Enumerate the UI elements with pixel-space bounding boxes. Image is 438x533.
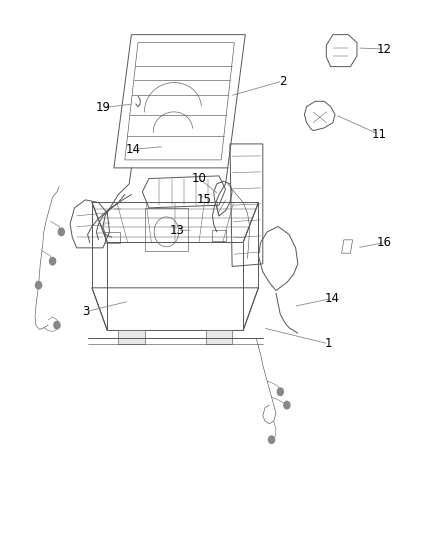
Text: 14: 14 — [325, 292, 339, 305]
Text: 16: 16 — [377, 236, 392, 249]
Circle shape — [277, 388, 283, 395]
Text: 2: 2 — [279, 75, 286, 87]
Text: 11: 11 — [371, 128, 386, 141]
Text: 14: 14 — [126, 143, 141, 156]
Circle shape — [49, 257, 56, 265]
Circle shape — [284, 401, 290, 409]
Text: 10: 10 — [192, 172, 207, 185]
Circle shape — [58, 228, 64, 236]
Polygon shape — [118, 330, 145, 344]
Text: 3: 3 — [82, 305, 89, 318]
Circle shape — [268, 436, 275, 443]
Circle shape — [54, 321, 60, 329]
Polygon shape — [206, 330, 232, 344]
Text: 1: 1 — [325, 337, 332, 350]
Text: 19: 19 — [95, 101, 110, 114]
Text: 12: 12 — [377, 43, 392, 55]
Text: 15: 15 — [196, 193, 211, 206]
Circle shape — [35, 281, 42, 289]
Text: 13: 13 — [170, 224, 185, 237]
